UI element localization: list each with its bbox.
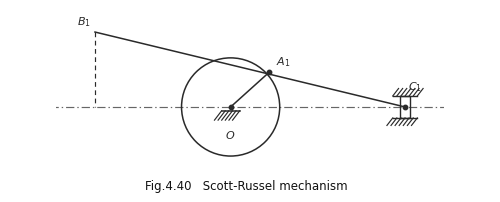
- Text: $B_1$: $B_1$: [77, 15, 91, 29]
- Text: $O$: $O$: [226, 128, 236, 140]
- Text: $C_1$: $C_1$: [408, 80, 422, 93]
- Text: $A_1$: $A_1$: [276, 55, 290, 69]
- Text: Fig.4.40   Scott-Russel mechanism: Fig.4.40 Scott-Russel mechanism: [145, 179, 348, 192]
